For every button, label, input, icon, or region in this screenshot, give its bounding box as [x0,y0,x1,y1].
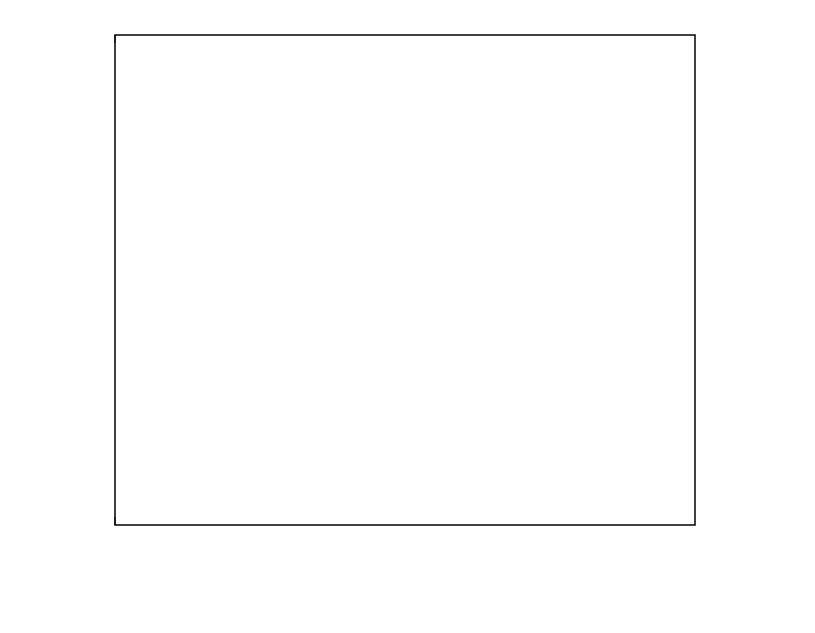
chart-svg [0,0,815,633]
chart-container: { "chart": { "type": "line-scatter-log",… [0,0,815,633]
